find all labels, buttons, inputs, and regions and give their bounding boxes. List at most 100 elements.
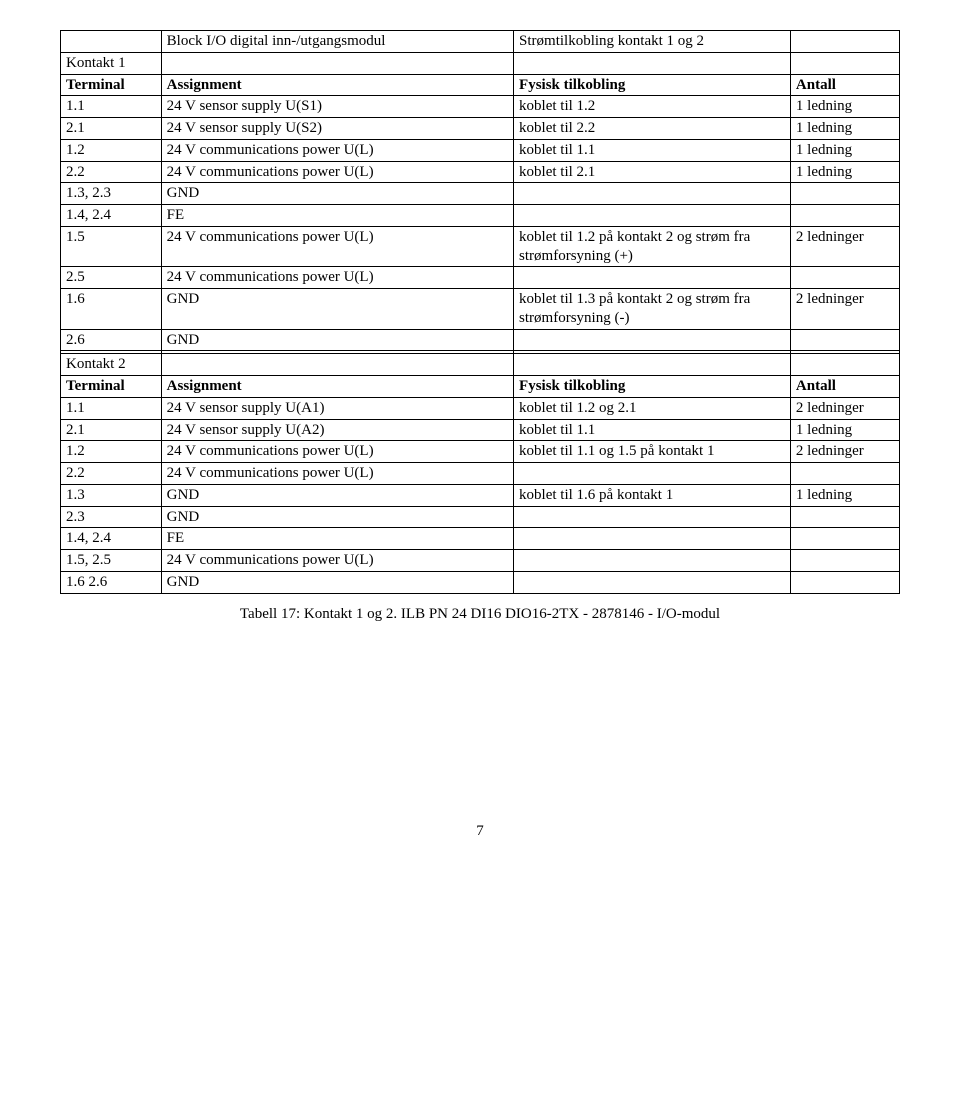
table-row: 1.4, 2.4FE bbox=[61, 205, 900, 227]
col-fysisk: Fysisk tilkobling bbox=[514, 376, 791, 398]
cell bbox=[790, 463, 899, 485]
cell: 1 ledning bbox=[790, 161, 899, 183]
cell: GND bbox=[161, 571, 513, 593]
table-row: 2.224 V communications power U(L) bbox=[61, 463, 900, 485]
cell bbox=[514, 183, 791, 205]
cell: 1 ledning bbox=[790, 419, 899, 441]
col-assignment: Assignment bbox=[161, 376, 513, 398]
cell-blank bbox=[790, 31, 899, 53]
cell-connection-title: Strømtilkobling kontakt 1 og 2 bbox=[514, 31, 791, 53]
cell: koblet til 2.1 bbox=[514, 161, 791, 183]
cell: 2 ledninger bbox=[790, 226, 899, 267]
cell: koblet til 2.2 bbox=[514, 118, 791, 140]
table2-section-row: Kontakt 2 bbox=[61, 354, 900, 376]
col-assignment: Assignment bbox=[161, 74, 513, 96]
cell: koblet til 1.1 bbox=[514, 419, 791, 441]
cell-section: Kontakt 2 bbox=[61, 354, 162, 376]
table-caption: Tabell 17: Kontakt 1 og 2. ILB PN 24 DI1… bbox=[60, 606, 900, 623]
cell: 24 V sensor supply U(A2) bbox=[161, 419, 513, 441]
cell: 24 V communications power U(L) bbox=[161, 267, 513, 289]
cell: 1.5 bbox=[61, 226, 162, 267]
cell: 1.6 bbox=[61, 289, 162, 330]
cell: 1.4, 2.4 bbox=[61, 528, 162, 550]
cell-blank bbox=[61, 31, 162, 53]
cell: 1 ledning bbox=[790, 118, 899, 140]
table-kontakt-1: Block I/O digital inn-/utgangsmodul Strø… bbox=[60, 30, 900, 594]
table1-column-headers: Terminal Assignment Fysisk tilkobling An… bbox=[61, 74, 900, 96]
cell bbox=[514, 571, 791, 593]
cell: 1.4, 2.4 bbox=[61, 205, 162, 227]
cell bbox=[514, 506, 791, 528]
cell bbox=[790, 550, 899, 572]
cell-blank bbox=[514, 52, 791, 74]
cell: 1.5, 2.5 bbox=[61, 550, 162, 572]
cell: 1 ledning bbox=[790, 139, 899, 161]
page-number: 7 bbox=[60, 823, 900, 840]
cell-blank bbox=[514, 354, 791, 376]
cell-blank bbox=[790, 354, 899, 376]
table-row: 1.5, 2.524 V communications power U(L) bbox=[61, 550, 900, 572]
cell-module-name: Block I/O digital inn-/utgangsmodul bbox=[161, 31, 513, 53]
table1-header-top: Block I/O digital inn-/utgangsmodul Strø… bbox=[61, 31, 900, 53]
cell bbox=[790, 571, 899, 593]
col-terminal: Terminal bbox=[61, 376, 162, 398]
cell: 1.1 bbox=[61, 96, 162, 118]
cell-blank bbox=[790, 52, 899, 74]
cell: 2.1 bbox=[61, 419, 162, 441]
cell: GND bbox=[161, 183, 513, 205]
cell: 24 V sensor supply U(S1) bbox=[161, 96, 513, 118]
cell: 2.1 bbox=[61, 118, 162, 140]
table1-section-row: Kontakt 1 bbox=[61, 52, 900, 74]
cell: 1.2 bbox=[61, 139, 162, 161]
cell bbox=[514, 205, 791, 227]
cell: 24 V communications power U(L) bbox=[161, 139, 513, 161]
table-row: 1.124 V sensor supply U(A1)koblet til 1.… bbox=[61, 397, 900, 419]
col-antall: Antall bbox=[790, 74, 899, 96]
cell-blank bbox=[161, 52, 513, 74]
cell: 1.6 2.6 bbox=[61, 571, 162, 593]
cell: 24 V communications power U(L) bbox=[161, 226, 513, 267]
col-antall: Antall bbox=[790, 376, 899, 398]
cell bbox=[514, 329, 791, 351]
cell: 2.2 bbox=[61, 161, 162, 183]
cell: 24 V sensor supply U(A1) bbox=[161, 397, 513, 419]
cell bbox=[514, 528, 791, 550]
table-row: 2.124 V sensor supply U(S2)koblet til 2.… bbox=[61, 118, 900, 140]
cell bbox=[790, 183, 899, 205]
col-fysisk: Fysisk tilkobling bbox=[514, 74, 791, 96]
cell: 1 ledning bbox=[790, 96, 899, 118]
cell: koblet til 1.2 på kontakt 2 og strøm fra… bbox=[514, 226, 791, 267]
cell: koblet til 1.1 og 1.5 på kontakt 1 bbox=[514, 441, 791, 463]
cell: koblet til 1.6 på kontakt 1 bbox=[514, 484, 791, 506]
cell: koblet til 1.3 på kontakt 2 og strøm fra… bbox=[514, 289, 791, 330]
cell: GND bbox=[161, 484, 513, 506]
cell: GND bbox=[161, 329, 513, 351]
table-row: 1.224 V communications power U(L)koblet … bbox=[61, 441, 900, 463]
table2-column-headers: Terminal Assignment Fysisk tilkobling An… bbox=[61, 376, 900, 398]
cell: 2 ledninger bbox=[790, 441, 899, 463]
cell bbox=[514, 550, 791, 572]
table-row: 1.124 V sensor supply U(S1)koblet til 1.… bbox=[61, 96, 900, 118]
cell: GND bbox=[161, 289, 513, 330]
table-row: 2.224 V communications power U(L)koblet … bbox=[61, 161, 900, 183]
cell: 1 ledning bbox=[790, 484, 899, 506]
cell: 1.3 bbox=[61, 484, 162, 506]
cell: 1.3, 2.3 bbox=[61, 183, 162, 205]
table-row: 1.3GNDkoblet til 1.6 på kontakt 11 ledni… bbox=[61, 484, 900, 506]
cell: 24 V communications power U(L) bbox=[161, 550, 513, 572]
cell: koblet til 1.2 og 2.1 bbox=[514, 397, 791, 419]
cell bbox=[514, 463, 791, 485]
cell: 1.2 bbox=[61, 441, 162, 463]
cell: FE bbox=[161, 528, 513, 550]
table-row: 1.6GNDkoblet til 1.3 på kontakt 2 og str… bbox=[61, 289, 900, 330]
cell-section: Kontakt 1 bbox=[61, 52, 162, 74]
cell bbox=[514, 267, 791, 289]
table-row: 2.524 V communications power U(L) bbox=[61, 267, 900, 289]
col-terminal: Terminal bbox=[61, 74, 162, 96]
cell bbox=[790, 506, 899, 528]
cell: 24 V communications power U(L) bbox=[161, 463, 513, 485]
cell: 2.5 bbox=[61, 267, 162, 289]
table-row: 2.3GND bbox=[61, 506, 900, 528]
table-row: 1.4, 2.4FE bbox=[61, 528, 900, 550]
cell: 2.2 bbox=[61, 463, 162, 485]
